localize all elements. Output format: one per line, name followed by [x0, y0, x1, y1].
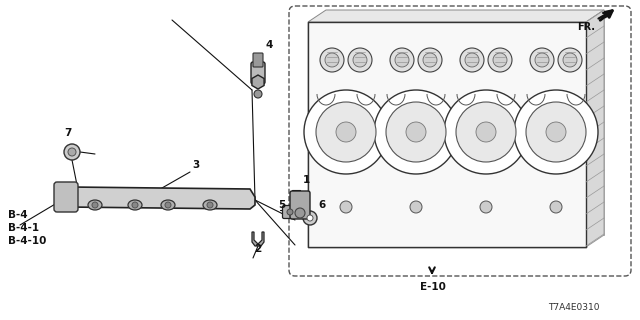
Ellipse shape [128, 200, 142, 210]
Polygon shape [62, 187, 255, 209]
Circle shape [418, 48, 442, 72]
Circle shape [406, 122, 426, 142]
Circle shape [558, 48, 582, 72]
Circle shape [68, 148, 76, 156]
Text: FR.: FR. [577, 22, 595, 32]
Circle shape [304, 90, 388, 174]
Polygon shape [586, 10, 604, 247]
Circle shape [535, 53, 549, 67]
Polygon shape [308, 10, 604, 22]
Text: B-4: B-4 [8, 210, 28, 220]
Text: 1: 1 [303, 175, 310, 185]
Polygon shape [252, 232, 264, 246]
Circle shape [92, 202, 98, 208]
Text: B-4-1: B-4-1 [8, 223, 39, 233]
Circle shape [254, 90, 262, 98]
Circle shape [132, 202, 138, 208]
Circle shape [476, 122, 496, 142]
FancyBboxPatch shape [282, 205, 296, 219]
Text: 2: 2 [254, 244, 261, 254]
Circle shape [386, 102, 446, 162]
Polygon shape [252, 75, 264, 89]
Circle shape [374, 90, 458, 174]
Circle shape [456, 102, 516, 162]
Circle shape [546, 122, 566, 142]
Circle shape [353, 53, 367, 67]
Circle shape [410, 201, 422, 213]
Circle shape [395, 53, 409, 67]
Text: B-4-10: B-4-10 [8, 236, 46, 246]
Circle shape [165, 202, 171, 208]
Circle shape [348, 48, 372, 72]
Circle shape [64, 144, 80, 160]
Text: E-10: E-10 [420, 282, 446, 292]
Circle shape [303, 211, 317, 225]
Circle shape [295, 208, 305, 218]
FancyBboxPatch shape [54, 182, 78, 212]
Circle shape [287, 209, 293, 215]
Circle shape [320, 48, 344, 72]
Circle shape [493, 53, 507, 67]
Ellipse shape [203, 200, 217, 210]
Circle shape [444, 90, 528, 174]
Circle shape [423, 53, 437, 67]
Text: T7A4E0310: T7A4E0310 [548, 303, 600, 312]
Circle shape [316, 102, 376, 162]
Circle shape [460, 48, 484, 72]
Circle shape [526, 102, 586, 162]
Circle shape [340, 201, 352, 213]
Polygon shape [326, 10, 604, 235]
Ellipse shape [161, 200, 175, 210]
Circle shape [390, 48, 414, 72]
Circle shape [307, 215, 313, 221]
FancyBboxPatch shape [251, 62, 265, 84]
Circle shape [207, 202, 213, 208]
Circle shape [488, 48, 512, 72]
Text: 5: 5 [278, 200, 285, 210]
Circle shape [563, 53, 577, 67]
Circle shape [550, 201, 562, 213]
FancyBboxPatch shape [290, 191, 310, 219]
Ellipse shape [88, 200, 102, 210]
Circle shape [514, 90, 598, 174]
FancyBboxPatch shape [253, 53, 263, 67]
Text: 3: 3 [192, 160, 199, 170]
Polygon shape [308, 22, 586, 247]
Circle shape [465, 53, 479, 67]
Circle shape [530, 48, 554, 72]
Circle shape [336, 122, 356, 142]
Text: 7: 7 [64, 128, 72, 138]
Circle shape [480, 201, 492, 213]
Circle shape [325, 53, 339, 67]
Text: 6: 6 [318, 200, 325, 210]
Text: 4: 4 [265, 40, 273, 50]
